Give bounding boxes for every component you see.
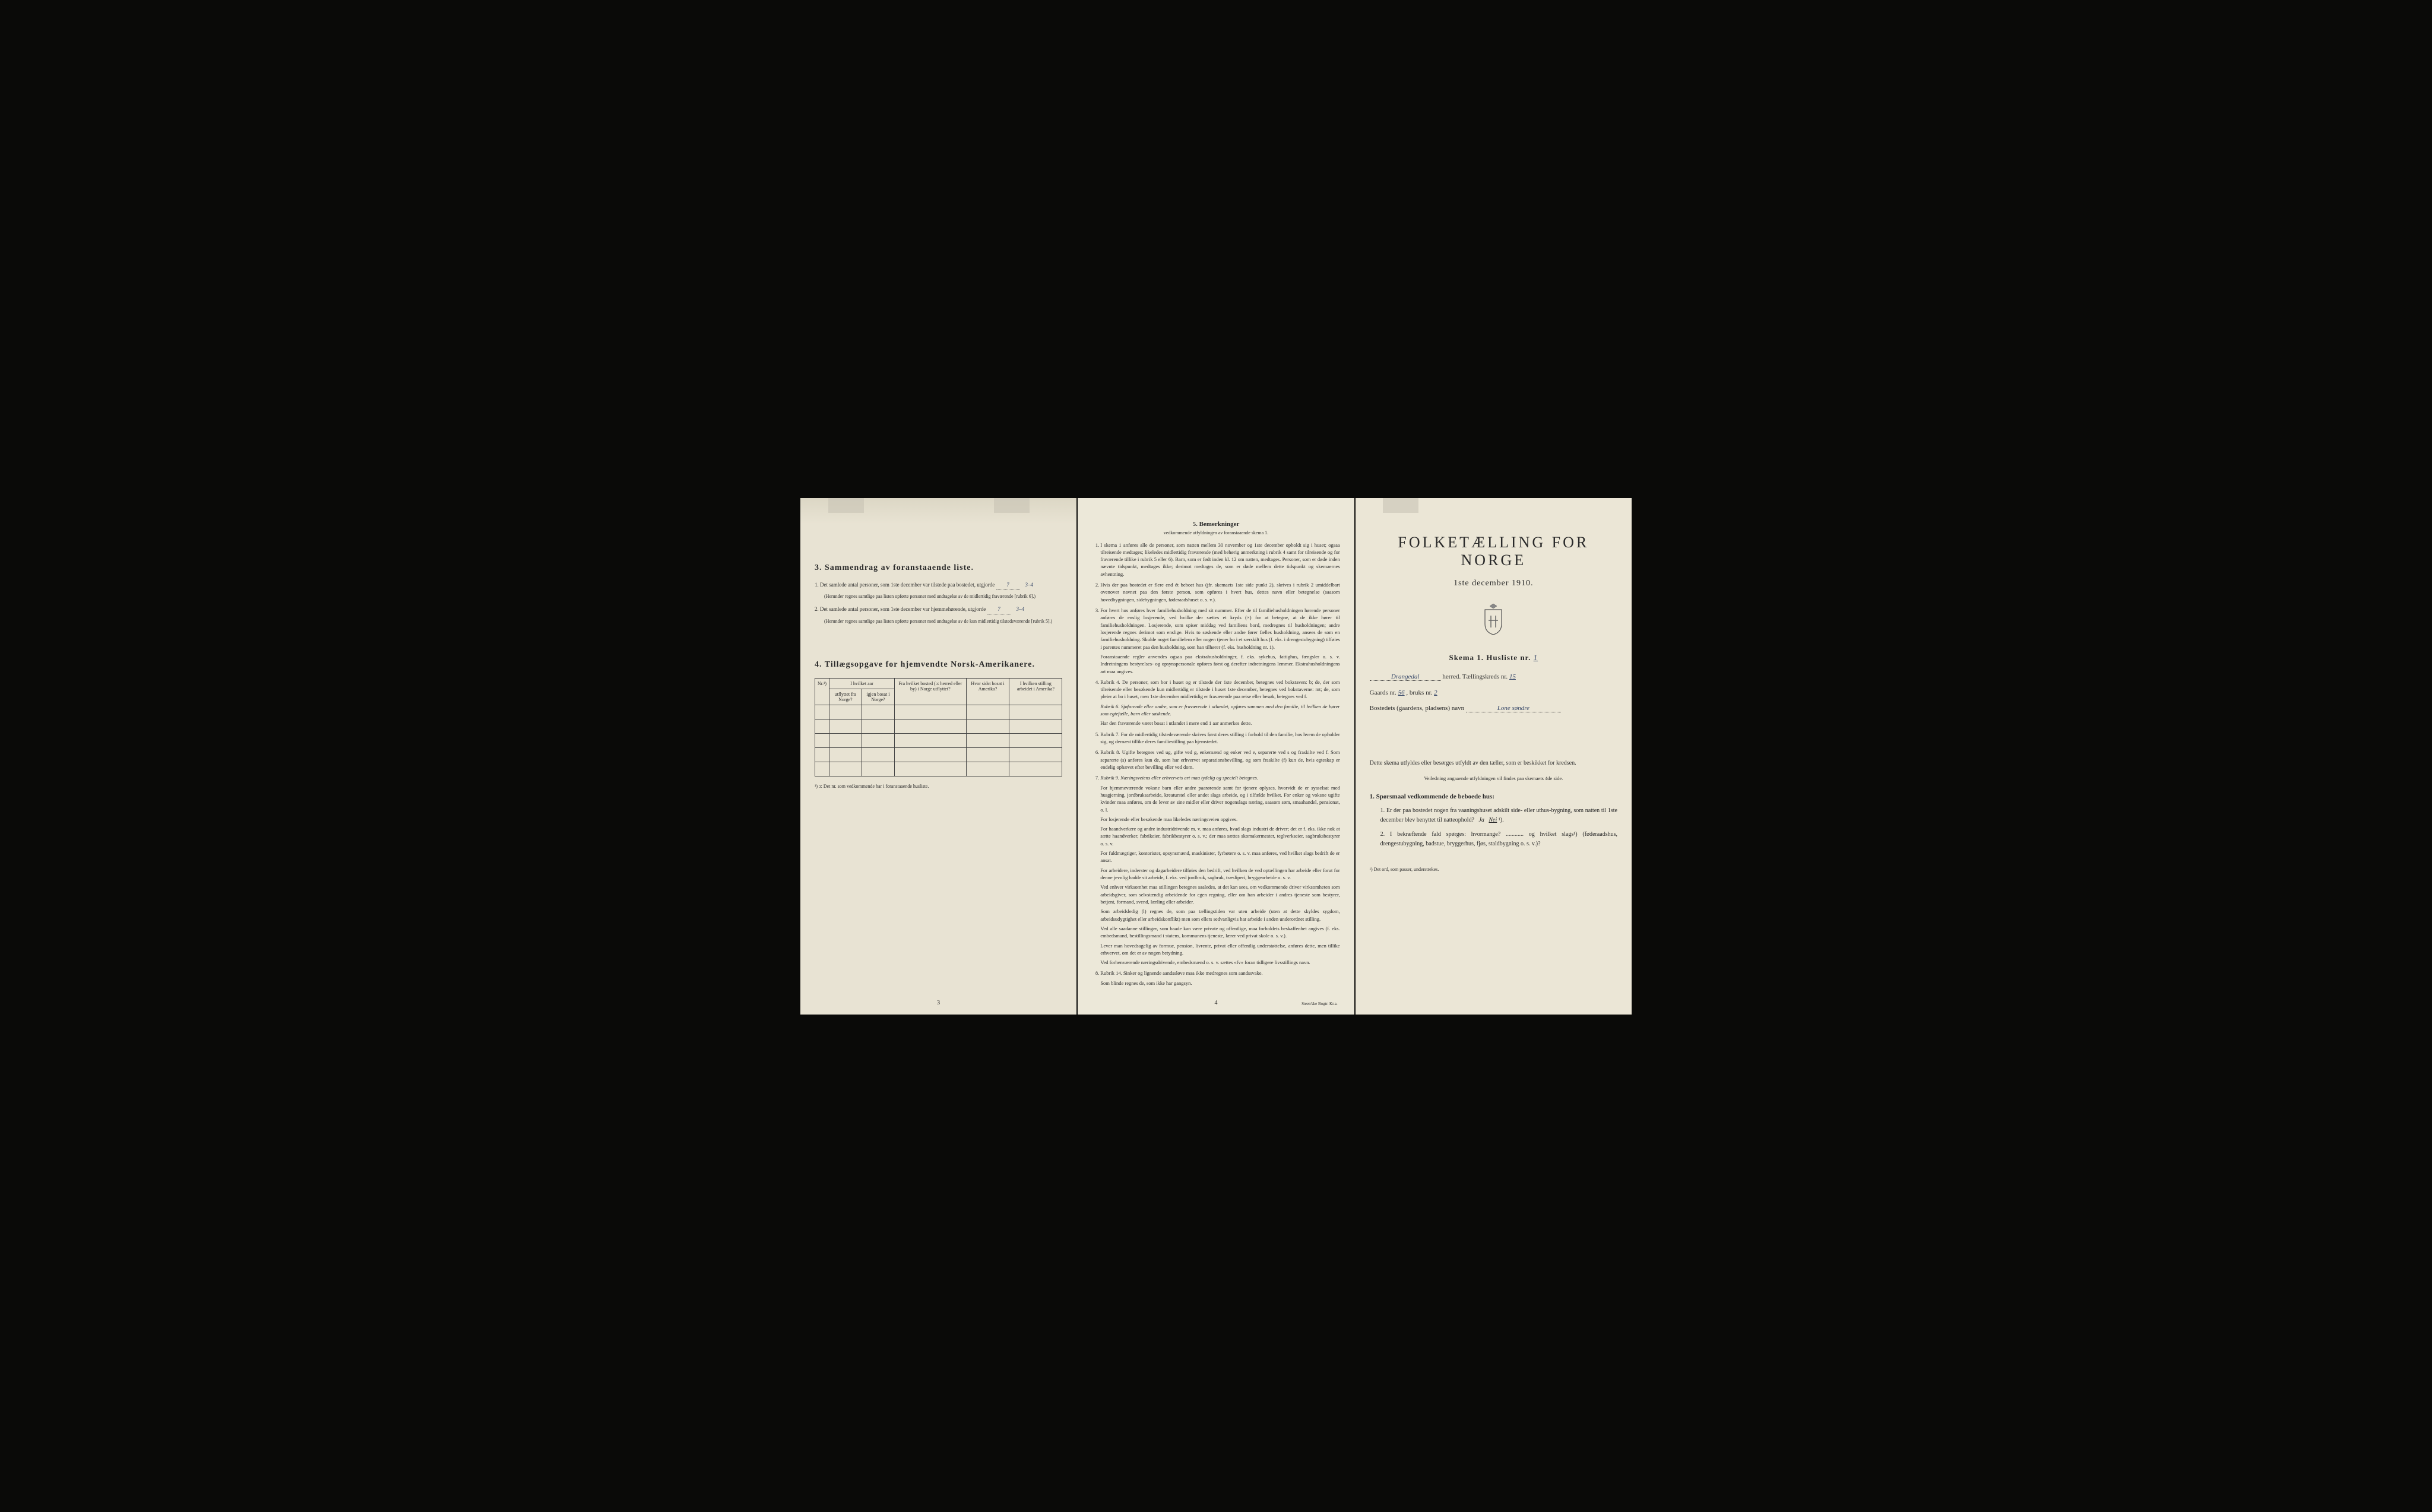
fill-instructions: Dette skema utfyldes eller besørges utfy… (1370, 759, 1617, 768)
page-number: 3 (937, 1000, 940, 1006)
remark-2: Hvis der paa bostedet er flere end ét be… (1100, 581, 1340, 603)
remark-8: Rubrik 14. Sinker og lignende aandssløve… (1100, 969, 1340, 987)
table-row (815, 705, 1062, 719)
summary-item-2: 2. Det samlede antal personer, som 1ste … (815, 606, 1062, 614)
answer-nei: Nei (1489, 817, 1497, 823)
bosted-field: Bostedets (gaardens, pladsens) navn Lone… (1370, 705, 1617, 712)
tape-mark (994, 498, 1030, 513)
col-where: Hvor sidst bosat i Amerika? (966, 678, 1009, 705)
tape-mark (1383, 498, 1418, 513)
answer-ja: Ja (1478, 817, 1484, 823)
page-number: 4 (1214, 1000, 1217, 1006)
col-position: I hvilken stilling arbeidet i Amerika? (1009, 678, 1062, 705)
panel-page-1: FOLKETÆLLING FOR NORGE 1ste december 191… (1356, 498, 1632, 1015)
section-5-heading: 5. Bemerkninger (1092, 521, 1340, 528)
remark-5: Rubrik 7. For de midlertidig tilstedevær… (1100, 731, 1340, 746)
section-3-heading: 3. Sammendrag av foranstaaende liste. (815, 563, 1062, 573)
gaard-value: 56 (1398, 689, 1405, 696)
remark-3: For hvert hus anføres hver familiehushol… (1100, 607, 1340, 675)
kreds-value: 15 (1509, 673, 1516, 680)
remarks-list: I skema 1 anføres alle de personer, som … (1092, 541, 1340, 987)
census-document: 3. Sammendrag av foranstaaende liste. 1.… (800, 498, 1632, 1015)
americans-table: Nr.¹) I hvilket aar Fra hvilket bosted (… (815, 678, 1062, 776)
col-emigrated: utflyttet fra Norge? (829, 689, 862, 705)
tape-mark (828, 498, 864, 513)
total-resident-value: 7 (987, 606, 1011, 614)
coat-of-arms-icon (1370, 603, 1617, 639)
table-footnote: ¹) ɔ: Det nr. som vedkommende har i fora… (815, 784, 1062, 789)
footnote: ¹) Det ord, som passer, understrekes. (1370, 867, 1617, 872)
total-present-value: 7 (996, 581, 1020, 590)
question-1: 1. Er der paa bostedet nogen fra vaaning… (1380, 806, 1617, 825)
remark-1: I skema 1 anføres alle de personer, som … (1100, 541, 1340, 578)
table-row (815, 733, 1062, 747)
remark-6: Rubrik 8. Ugifte betegnes ved ug, gifte … (1100, 749, 1340, 771)
question-heading: 1. Spørsmaal vedkommende de beboede hus: (1370, 793, 1617, 800)
bosted-value: Lone søndre (1466, 705, 1561, 712)
herred-field: Drangedal herred. Tællingskreds nr. 15 (1370, 673, 1617, 681)
item2-note: (Herunder regnes samtlige paa listen opf… (824, 618, 1062, 625)
col-nr: Nr.¹) (815, 678, 829, 705)
section-4-heading: 4. Tillægsopgave for hjemvendte Norsk-Am… (815, 660, 1062, 670)
section-5-sub: vedkommende utfyldningen av foranstaaend… (1092, 530, 1340, 535)
item1-note: (Herunder regnes samtlige paa listen opf… (824, 593, 1062, 600)
col-returned: igjen bosat i Norge? (862, 689, 894, 705)
panel-page-3: 3. Sammendrag av foranstaaende liste. 1.… (800, 498, 1076, 1015)
schema-line: Skema 1. Husliste nr. 1 (1370, 653, 1617, 663)
col-from: Fra hvilket bosted (ɔ: herred eller by) … (895, 678, 966, 705)
margin-value: 3–4 (1016, 606, 1025, 612)
remark-7: Rubrik 9. Næringsveiens eller erhvervets… (1100, 774, 1340, 966)
gaard-field: Gaards nr. 56 , bruks nr. 2 (1370, 689, 1617, 696)
remark-4: Rubrik 4. De personer, som bor i huset o… (1100, 679, 1340, 727)
census-title: FOLKETÆLLING FOR NORGE (1370, 534, 1617, 569)
printer-mark: Steen'ske Bogtr. Kr.a. (1302, 1001, 1338, 1006)
husliste-nr-value: 1 (1534, 653, 1538, 662)
question-2: 2. I bekræftende fald spørges: hvormange… (1380, 830, 1617, 849)
table-row (815, 762, 1062, 776)
guide-note: Veiledning angaaende utfyldningen vil fi… (1370, 775, 1617, 781)
panel-page-4: 5. Bemerkninger vedkommende utfyldningen… (1078, 498, 1354, 1015)
bruk-value: 2 (1434, 689, 1437, 696)
census-date: 1ste december 1910. (1370, 579, 1617, 588)
summary-item-1: 1. Det samlede antal personer, som 1ste … (815, 581, 1062, 590)
margin#d-value: 3–4 (1025, 582, 1034, 588)
table-row (815, 747, 1062, 762)
herred-value: Drangedal (1370, 673, 1441, 681)
table-row (815, 719, 1062, 733)
col-year-group: I hvilket aar (829, 678, 895, 689)
